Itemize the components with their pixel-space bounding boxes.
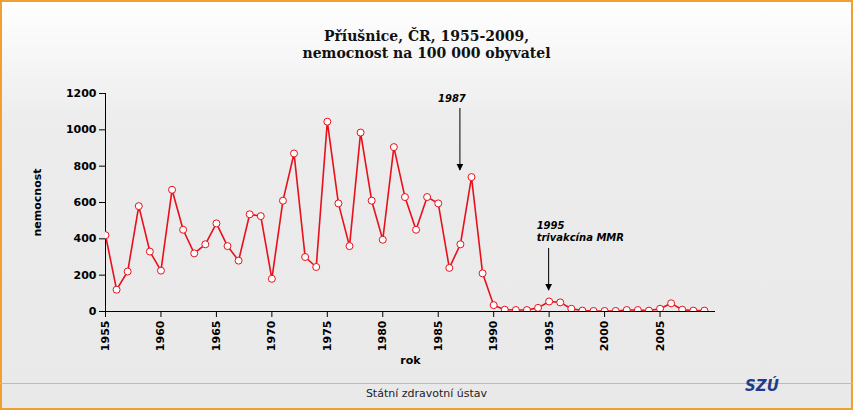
html-text:nemocnost na 100 000 obyvatel: nemocnost na 100 000 obyvatel	[302, 45, 551, 61]
svg-text:1975: 1975	[321, 321, 334, 352]
svg-text:1955: 1955	[99, 321, 112, 352]
svg-text:1970: 1970	[265, 320, 278, 351]
svg-text:1990: 1990	[487, 320, 500, 351]
svg-text:1965: 1965	[210, 321, 223, 352]
svg-text:1000: 1000	[66, 123, 97, 136]
svg-text:nemocnost: nemocnost	[31, 168, 44, 236]
svg-text:1200: 1200	[66, 87, 97, 100]
svg-text:1995: 1995	[543, 321, 556, 352]
html-text:SZÚ: SZÚ	[745, 377, 779, 395]
svg-text:rok: rok	[400, 354, 421, 367]
svg-text:2005: 2005	[654, 321, 667, 352]
svg-text:400: 400	[74, 232, 97, 245]
svg-text:1995trivakcína MMR: 1995trivakcína MMR	[537, 220, 624, 243]
html-text:Státní zdravotní ústav: Státní zdravotní ústav	[365, 387, 488, 400]
svg-text:2000: 2000	[598, 320, 611, 351]
svg-text:200: 200	[74, 269, 97, 282]
svg-text:1985: 1985	[432, 321, 445, 352]
svg-text:800: 800	[74, 160, 97, 173]
svg-text:1960: 1960	[154, 320, 167, 351]
html-text:Příušnice, ČR, 1955-2009,: Příušnice, ČR, 1955-2009,	[323, 28, 529, 44]
svg-text:0: 0	[89, 305, 97, 318]
svg-text:1980: 1980	[376, 320, 389, 351]
svg-text:1987: 1987	[438, 93, 466, 104]
svg-text:600: 600	[74, 196, 97, 209]
